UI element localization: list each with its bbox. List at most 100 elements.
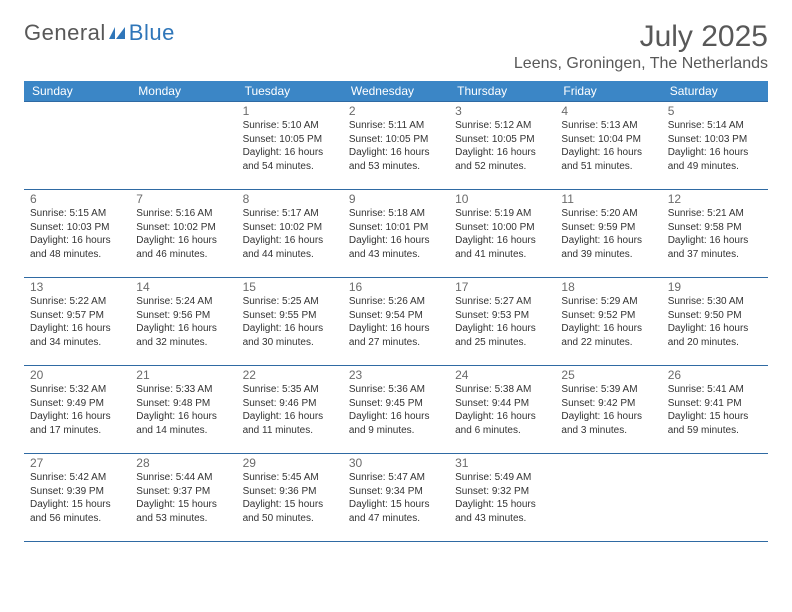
day-cell <box>662 454 768 542</box>
weekday-header: Thursday <box>449 81 555 102</box>
day-info: Sunrise: 5:41 AMSunset: 9:41 PMDaylight:… <box>668 383 762 437</box>
day-info: Sunrise: 5:18 AMSunset: 10:01 PMDaylight… <box>349 207 443 261</box>
day-info: Sunrise: 5:29 AMSunset: 9:52 PMDaylight:… <box>561 295 655 349</box>
day-number: 2 <box>349 104 443 118</box>
day-info: Sunrise: 5:10 AMSunset: 10:05 PMDaylight… <box>243 119 337 173</box>
location-label: Leens, Groningen, The Netherlands <box>514 55 768 73</box>
day-cell: 13Sunrise: 5:22 AMSunset: 9:57 PMDayligh… <box>24 278 130 366</box>
day-number: 24 <box>455 368 549 382</box>
day-cell: 10Sunrise: 5:19 AMSunset: 10:00 PMDaylig… <box>449 190 555 278</box>
day-number: 31 <box>455 456 549 470</box>
day-cell: 25Sunrise: 5:39 AMSunset: 9:42 PMDayligh… <box>555 366 661 454</box>
day-number: 17 <box>455 280 549 294</box>
day-cell: 21Sunrise: 5:33 AMSunset: 9:48 PMDayligh… <box>130 366 236 454</box>
day-cell: 27Sunrise: 5:42 AMSunset: 9:39 PMDayligh… <box>24 454 130 542</box>
day-info: Sunrise: 5:12 AMSunset: 10:05 PMDaylight… <box>455 119 549 173</box>
day-number: 29 <box>243 456 337 470</box>
calendar-body: 1Sunrise: 5:10 AMSunset: 10:05 PMDayligh… <box>24 102 768 542</box>
day-number: 4 <box>561 104 655 118</box>
day-info: Sunrise: 5:13 AMSunset: 10:04 PMDaylight… <box>561 119 655 173</box>
day-cell: 29Sunrise: 5:45 AMSunset: 9:36 PMDayligh… <box>237 454 343 542</box>
calendar-table: SundayMondayTuesdayWednesdayThursdayFrid… <box>24 81 768 542</box>
day-number: 8 <box>243 192 337 206</box>
day-cell <box>24 102 130 190</box>
day-cell: 28Sunrise: 5:44 AMSunset: 9:37 PMDayligh… <box>130 454 236 542</box>
calendar-week-row: 6Sunrise: 5:15 AMSunset: 10:03 PMDayligh… <box>24 190 768 278</box>
weekday-header: Tuesday <box>237 81 343 102</box>
day-cell: 12Sunrise: 5:21 AMSunset: 9:58 PMDayligh… <box>662 190 768 278</box>
logo: General Blue <box>24 20 175 46</box>
day-number: 1 <box>243 104 337 118</box>
calendar-page: General Blue July 2025 Leens, Groningen,… <box>0 0 792 562</box>
logo-text-blue: Blue <box>129 20 175 46</box>
day-info: Sunrise: 5:15 AMSunset: 10:03 PMDaylight… <box>30 207 124 261</box>
day-info: Sunrise: 5:27 AMSunset: 9:53 PMDaylight:… <box>455 295 549 349</box>
weekday-header-row: SundayMondayTuesdayWednesdayThursdayFrid… <box>24 81 768 102</box>
day-cell <box>130 102 236 190</box>
day-number: 10 <box>455 192 549 206</box>
day-info: Sunrise: 5:16 AMSunset: 10:02 PMDaylight… <box>136 207 230 261</box>
day-cell: 30Sunrise: 5:47 AMSunset: 9:34 PMDayligh… <box>343 454 449 542</box>
day-info: Sunrise: 5:35 AMSunset: 9:46 PMDaylight:… <box>243 383 337 437</box>
day-number: 25 <box>561 368 655 382</box>
day-info: Sunrise: 5:26 AMSunset: 9:54 PMDaylight:… <box>349 295 443 349</box>
calendar-week-row: 1Sunrise: 5:10 AMSunset: 10:05 PMDayligh… <box>24 102 768 190</box>
day-cell: 15Sunrise: 5:25 AMSunset: 9:55 PMDayligh… <box>237 278 343 366</box>
day-cell: 23Sunrise: 5:36 AMSunset: 9:45 PMDayligh… <box>343 366 449 454</box>
logo-mark-icon <box>109 25 125 41</box>
day-number: 27 <box>30 456 124 470</box>
day-number: 30 <box>349 456 443 470</box>
title-block: July 2025 Leens, Groningen, The Netherla… <box>514 20 768 73</box>
weekday-header: Friday <box>555 81 661 102</box>
day-info: Sunrise: 5:39 AMSunset: 9:42 PMDaylight:… <box>561 383 655 437</box>
weekday-header: Sunday <box>24 81 130 102</box>
day-cell: 31Sunrise: 5:49 AMSunset: 9:32 PMDayligh… <box>449 454 555 542</box>
day-cell: 17Sunrise: 5:27 AMSunset: 9:53 PMDayligh… <box>449 278 555 366</box>
day-cell: 14Sunrise: 5:24 AMSunset: 9:56 PMDayligh… <box>130 278 236 366</box>
day-number: 7 <box>136 192 230 206</box>
day-number: 3 <box>455 104 549 118</box>
day-cell: 26Sunrise: 5:41 AMSunset: 9:41 PMDayligh… <box>662 366 768 454</box>
day-number: 13 <box>30 280 124 294</box>
day-info: Sunrise: 5:11 AMSunset: 10:05 PMDaylight… <box>349 119 443 173</box>
page-title: July 2025 <box>514 20 768 53</box>
weekday-header: Wednesday <box>343 81 449 102</box>
logo-text-general: General <box>24 20 106 46</box>
day-number: 12 <box>668 192 762 206</box>
day-info: Sunrise: 5:49 AMSunset: 9:32 PMDaylight:… <box>455 471 549 525</box>
day-info: Sunrise: 5:20 AMSunset: 9:59 PMDaylight:… <box>561 207 655 261</box>
day-number: 21 <box>136 368 230 382</box>
day-number: 28 <box>136 456 230 470</box>
day-info: Sunrise: 5:14 AMSunset: 10:03 PMDaylight… <box>668 119 762 173</box>
day-number: 23 <box>349 368 443 382</box>
day-number: 6 <box>30 192 124 206</box>
day-info: Sunrise: 5:24 AMSunset: 9:56 PMDaylight:… <box>136 295 230 349</box>
day-cell: 8Sunrise: 5:17 AMSunset: 10:02 PMDayligh… <box>237 190 343 278</box>
day-info: Sunrise: 5:36 AMSunset: 9:45 PMDaylight:… <box>349 383 443 437</box>
day-cell: 16Sunrise: 5:26 AMSunset: 9:54 PMDayligh… <box>343 278 449 366</box>
header: General Blue July 2025 Leens, Groningen,… <box>24 20 768 73</box>
day-number: 14 <box>136 280 230 294</box>
day-info: Sunrise: 5:25 AMSunset: 9:55 PMDaylight:… <box>243 295 337 349</box>
day-cell: 5Sunrise: 5:14 AMSunset: 10:03 PMDayligh… <box>662 102 768 190</box>
day-cell: 20Sunrise: 5:32 AMSunset: 9:49 PMDayligh… <box>24 366 130 454</box>
day-number: 11 <box>561 192 655 206</box>
calendar-week-row: 20Sunrise: 5:32 AMSunset: 9:49 PMDayligh… <box>24 366 768 454</box>
day-number: 22 <box>243 368 337 382</box>
calendar-week-row: 13Sunrise: 5:22 AMSunset: 9:57 PMDayligh… <box>24 278 768 366</box>
day-info: Sunrise: 5:30 AMSunset: 9:50 PMDaylight:… <box>668 295 762 349</box>
day-info: Sunrise: 5:33 AMSunset: 9:48 PMDaylight:… <box>136 383 230 437</box>
day-cell: 4Sunrise: 5:13 AMSunset: 10:04 PMDayligh… <box>555 102 661 190</box>
weekday-header: Monday <box>130 81 236 102</box>
calendar-week-row: 27Sunrise: 5:42 AMSunset: 9:39 PMDayligh… <box>24 454 768 542</box>
day-cell: 7Sunrise: 5:16 AMSunset: 10:02 PMDayligh… <box>130 190 236 278</box>
day-info: Sunrise: 5:44 AMSunset: 9:37 PMDaylight:… <box>136 471 230 525</box>
day-cell: 9Sunrise: 5:18 AMSunset: 10:01 PMDayligh… <box>343 190 449 278</box>
day-cell: 18Sunrise: 5:29 AMSunset: 9:52 PMDayligh… <box>555 278 661 366</box>
day-cell: 24Sunrise: 5:38 AMSunset: 9:44 PMDayligh… <box>449 366 555 454</box>
weekday-header: Saturday <box>662 81 768 102</box>
day-number: 5 <box>668 104 762 118</box>
day-cell: 19Sunrise: 5:30 AMSunset: 9:50 PMDayligh… <box>662 278 768 366</box>
day-info: Sunrise: 5:45 AMSunset: 9:36 PMDaylight:… <box>243 471 337 525</box>
day-number: 16 <box>349 280 443 294</box>
